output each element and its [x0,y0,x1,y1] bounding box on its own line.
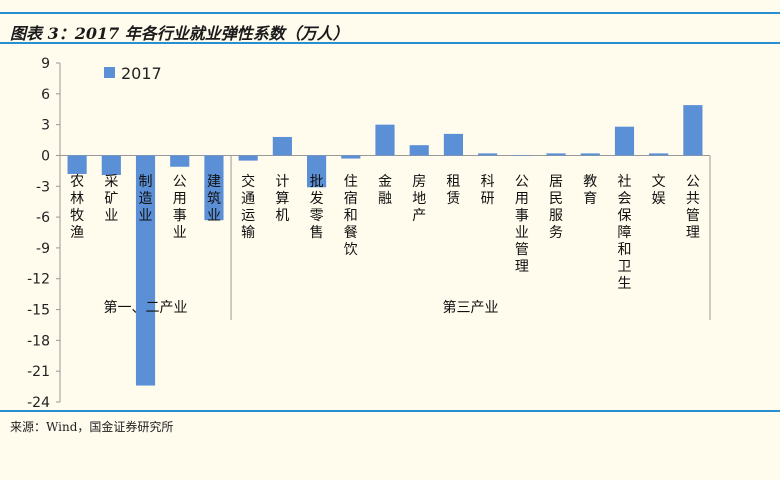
category-label: 公用事业管理 [515,174,529,275]
bar [67,155,87,174]
category-label: 居民服务 [549,174,563,241]
y-tick-label: -21 [27,364,50,380]
category-label: 农林牧渔 [70,174,84,241]
bar [170,155,190,167]
bar [204,155,224,221]
y-tick-label: 6 [41,87,50,103]
y-tick-label: -12 [27,272,50,288]
category-label: 住宿和餐饮 [344,174,358,258]
bar [580,153,600,156]
legend-swatch [104,67,115,78]
bar [101,155,121,175]
bar [614,126,635,156]
category-label: 金融 [378,174,392,207]
bar [683,105,703,156]
bar [649,153,669,156]
category-label: 计算机 [275,174,289,224]
bar [375,124,395,156]
category-label: 公共管理 [686,174,700,241]
source-note: 来源：Wind，国金证券研究所 [10,420,174,434]
bar [307,155,327,188]
bar [512,155,532,156]
y-tick-label: 3 [41,118,50,134]
category-label: 制造业 [139,174,153,224]
category-label: 社会保障和卫生 [617,174,631,292]
y-tick-label: 9 [41,56,50,72]
chart-title: 图表 3：2017 年各行业就业弹性系数（万人） [10,24,349,43]
bottom-rule [0,410,780,412]
category-label: 建筑业 [207,174,221,224]
y-tick-label: -18 [27,333,50,349]
category-label: 交通运输 [241,173,255,241]
y-tick-label: -24 [27,395,50,411]
category-label: 文娱 [652,174,666,207]
bar [478,153,498,156]
category-label: 教育 [583,174,597,207]
legend-label: 2017 [121,64,162,83]
category-label: 租赁 [446,174,460,207]
bar [135,155,156,386]
y-tick-label: -9 [36,241,50,257]
group-label: 第一、二产业 [104,299,188,316]
title-rule [0,42,780,44]
top-rule [0,12,780,14]
y-tick-label: -6 [36,210,50,226]
category-label: 公用事业 [173,174,187,241]
bar [546,153,566,156]
category-label: 科研 [481,174,495,207]
y-tick-label: 0 [41,148,50,164]
bar [341,155,361,159]
bar [443,133,463,156]
y-tick-label: -3 [36,179,50,195]
bar [238,155,258,161]
group-label: 第三产业 [443,299,499,316]
category-label: 批发零售 [310,174,324,241]
bar [272,136,292,156]
category-label: 采矿业 [104,174,118,224]
bar [409,145,429,156]
category-label: 房地产 [412,174,426,224]
y-tick-label: -15 [27,303,50,319]
